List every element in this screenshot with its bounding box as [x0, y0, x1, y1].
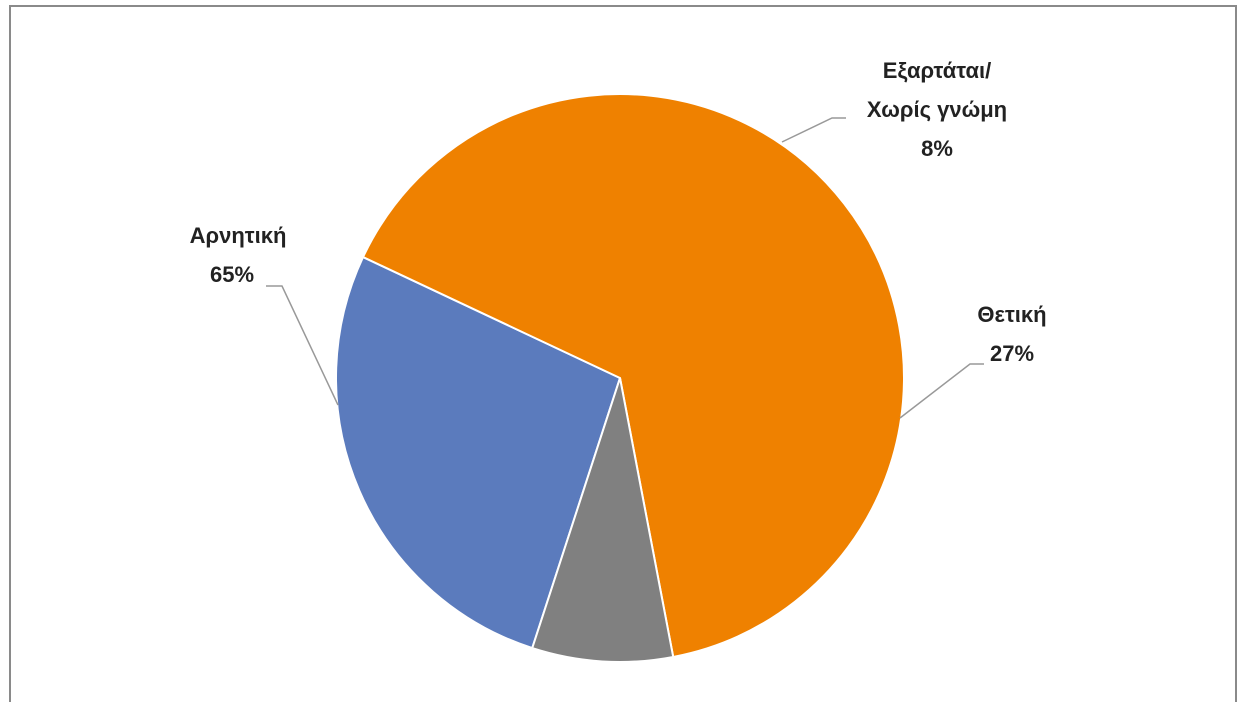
leader-lines: [266, 117, 984, 419]
slice-label-negative-name: Αρνητική: [190, 223, 287, 248]
pie-slice-positive: [335, 255, 622, 650]
slice-label-neutral-percent: 8%: [921, 136, 953, 161]
slice-label-positive-name: Θετική: [977, 302, 1046, 327]
slice-label-negative-percent: 65%: [210, 262, 254, 287]
pie-slices: [335, 93, 905, 663]
slice-label-neutral-line2: Χωρίς γνώμη: [867, 97, 1007, 122]
slice-label-positive: Θετική 27%: [977, 302, 1046, 366]
leader-line-neutral: [781, 117, 846, 143]
slice-label-positive-percent: 27%: [990, 341, 1034, 366]
leader-line-negative: [266, 285, 339, 406]
slice-label-neutral: Εξαρτάται/ Χωρίς γνώμη 8%: [867, 58, 1007, 161]
chart-border: [9, 5, 1237, 702]
leader-line-positive: [899, 363, 984, 419]
pie-slice-negative: [361, 93, 905, 659]
slice-label-negative: Αρνητική 65%: [190, 223, 287, 287]
pie-slice-neutral: [530, 377, 675, 663]
slice-label-neutral-line1: Εξαρτάται/: [883, 58, 991, 83]
